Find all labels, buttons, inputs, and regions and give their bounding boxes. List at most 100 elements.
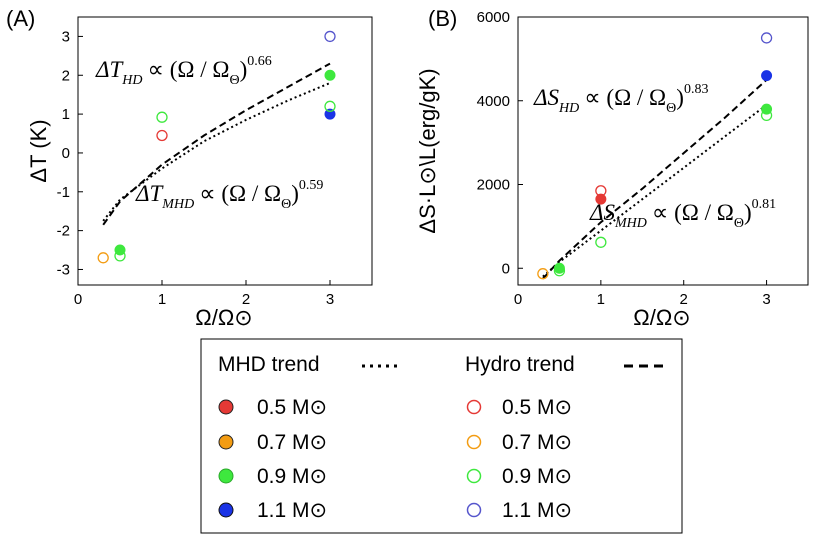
panel-a-annotation-mhd: ΔTMHD ∝ (Ω / ΩΘ)0.59: [135, 178, 323, 212]
panel-a-hydro-point: [97, 252, 109, 264]
panel-a-y-axis-label: ΔT (K): [26, 119, 51, 182]
legend-hydro-item: 0.9 M⊙: [466, 465, 572, 488]
legend-mhd-item: 0.7 M⊙: [218, 431, 327, 454]
svg-text:ΔTMHD∝ (Ω / ΩΘ)0.59: ΔTMHD ∝ (Ω / ΩΘ)0.59: [135, 178, 323, 212]
panel-a-ann-mhd-rhs: ∝ (Ω / Ω: [199, 181, 281, 206]
svg-text:ΔTHD∝ (Ω / ΩΘ)0.66: ΔTHD ∝ (Ω / ΩΘ)0.66: [95, 54, 272, 88]
panel-a-mhd-point: [324, 108, 336, 120]
legend-mhd-item: 0.9 M⊙: [218, 465, 327, 488]
panel-b-ann-mhd-lhs: ΔS: [589, 200, 615, 225]
panel-a-ann-hd-rhs: ∝ (Ω / Ω: [148, 57, 230, 82]
panel-a-ann-mhd-theta: Θ: [281, 197, 291, 212]
panel-a-x-tick-label: 0: [74, 291, 82, 308]
panel-a-y-tick-label: -2: [57, 223, 70, 240]
panel-a-ann-hd-close: ): [240, 57, 248, 82]
legend-hydro-item: 0.7 M⊙: [466, 431, 572, 454]
panel-b-hydro-point: [537, 268, 549, 280]
panel-a-y-tick-label: 2: [62, 67, 70, 84]
svg-text:ΔSHD∝ (Ω / ΩΘ)0.83: ΔSHD ∝ (Ω / ΩΘ)0.83: [533, 82, 708, 116]
panel-a-ann-mhd-close: ): [291, 181, 299, 206]
panel-b-label: (B): [428, 6, 457, 31]
legend-hydro-marker: [466, 468, 482, 484]
panel-b-hydro-point: [553, 265, 566, 277]
panel-b-annotation-hd: ΔSHD ∝ (Ω / ΩΘ)0.83: [533, 82, 708, 116]
panel-a-mhd-point: [114, 244, 126, 256]
panel-b-hydro-point: [595, 185, 607, 197]
panel-b-points: [537, 32, 773, 280]
legend-hydro-label: 0.7 M⊙: [502, 431, 572, 454]
panel-b-annotation-mhd: ΔSMHD ∝ (Ω / ΩΘ)0.81: [589, 197, 776, 231]
panel-a-ann-mhd-lhs: ΔT: [135, 181, 164, 206]
panel-b-ann-hd-close: ): [676, 85, 684, 110]
panel-b-y-tick-label: 4000: [477, 93, 510, 110]
legend-mhd-marker: [218, 502, 234, 518]
panel-a-y-tick-label: -1: [57, 184, 70, 201]
panel-b-mhd-trend-line: [542, 104, 768, 278]
panel-a-label: (A): [6, 6, 35, 31]
panel-a-trends: [102, 62, 331, 226]
panel-b-frame: [517, 16, 809, 286]
panel-a-x-tick-label: 2: [242, 291, 250, 308]
panel-b-mhd-point: [761, 70, 773, 82]
panel-a-hydro-point: [114, 250, 126, 262]
panel-b-hydro-point: [760, 32, 773, 44]
legend-mhd-marker: [218, 399, 234, 415]
panel-a-x-axis-label: Ω/Ω⊙: [195, 305, 252, 330]
panel-b-y-tick-label: 0: [502, 260, 510, 277]
legend-hydro-label: 1.1 M⊙: [502, 499, 572, 522]
legend-mhd-label: 0.5 M⊙: [257, 396, 327, 419]
panel-a-annotation-hd: ΔTHD ∝ (Ω / ΩΘ)0.66: [95, 54, 272, 88]
legend-mhd-marker: [218, 468, 234, 484]
panel-a-ann-hd-lhs: ΔT: [95, 57, 124, 82]
panel-a-mhd-point: [324, 69, 336, 81]
panel-b-ann-mhd-close: ): [744, 200, 752, 225]
panel-b-ann-mhd-sub: MHD: [614, 216, 647, 231]
panel-b-x-tick-label: 2: [680, 291, 688, 308]
legend-hydro-marker: [466, 502, 482, 518]
legend-mhd-label: 0.9 M⊙: [257, 465, 327, 488]
panel-b-ann-hd-exp: 0.83: [684, 82, 709, 97]
legend-hydro-label: 0.9 M⊙: [502, 465, 572, 488]
panel-b-ann-hd-lhs: ΔS: [533, 85, 559, 110]
panel-b-ticks: 0 1 2 3 0 2000 4000 6000: [477, 9, 771, 308]
panel-a-ann-mhd-sub: MHD: [161, 197, 194, 212]
panel-b-trends: [542, 79, 768, 280]
legend-mhd-label: 0.7 M⊙: [257, 431, 327, 454]
panel-a-frame: [77, 16, 373, 286]
panel-a-hydro-point: [156, 111, 168, 123]
panel-a-ann-hd-exp: 0.66: [247, 54, 272, 69]
panel-b: (B) 0 1 2 3 0 2000 4000 6000 ΔS·L⊙\L(erg/gK) Ω/…: [415, 6, 809, 330]
panel-a-ann-hd-theta: Θ: [229, 73, 239, 88]
legend-mhd-item: 1.1 M⊙: [218, 499, 327, 522]
legend-hydro-item: 1.1 M⊙: [466, 499, 572, 522]
panel-a-y-tick-label: 3: [62, 28, 70, 45]
panel-b-ann-mhd-rhs: ∝ (Ω / Ω: [652, 200, 734, 225]
panel-a-hydro-point: [324, 100, 336, 112]
svg-text:ΔSMHD∝ (Ω / ΩΘ)0.81: ΔSMHD ∝ (Ω / ΩΘ)0.81: [589, 197, 776, 231]
panel-a-y-tick-label: -3: [57, 261, 70, 278]
panel-a-y-tick-label: 0: [62, 145, 70, 162]
panel-a-hydro-trend-line: [102, 62, 331, 226]
panel-a-hydro-point: [324, 30, 336, 43]
panel-a-points: [97, 30, 336, 264]
legend-hydro-title: Hydro trend: [465, 353, 575, 376]
legend: MHD trend Hydro trend 0.5 M⊙ 0.7 M⊙ 0.9 …: [200, 338, 683, 534]
panel-b-hydro-point: [595, 236, 607, 248]
panel-b-ann-mhd-theta: Θ: [734, 216, 744, 231]
panel-a-x-tick-label: 3: [326, 291, 334, 308]
legend-mhd-marker: [218, 434, 234, 450]
panel-b-ann-hd-rhs: ∝ (Ω / Ω: [584, 85, 666, 110]
panel-b-mhd-point: [595, 193, 607, 205]
panel-a-hydro-point: [156, 129, 168, 142]
legend-hydro-marker: [466, 434, 482, 450]
panel-a-axes: [77, 16, 373, 286]
legend-box: [200, 338, 683, 534]
panel-b-y-tick-label: 6000: [477, 9, 510, 26]
panel-b-ann-hd-sub: HD: [558, 101, 579, 116]
panel-b-x-tick-label: 0: [514, 291, 522, 308]
panel-a-x-tick-label: 1: [158, 291, 166, 308]
panel-b-x-tick-label: 3: [762, 291, 770, 308]
panel-b-y-axis-label: ΔS·L⊙\L(erg/gK): [415, 68, 440, 233]
legend-hydro-label: 0.5 M⊙: [502, 396, 572, 419]
